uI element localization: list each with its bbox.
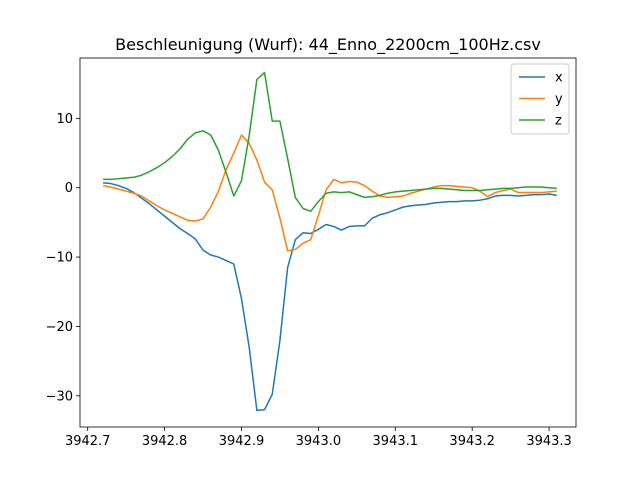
plot-area <box>102 71 557 412</box>
series-line-x <box>103 182 557 412</box>
legend-label-z: z <box>555 114 562 129</box>
x-tick-label: 3943.2 <box>449 434 495 449</box>
legend-label-y: y <box>555 92 563 107</box>
axes: 3942.7 3942.8 3942.9 3943.0 3943.1 3943.2 3943… <box>46 57 577 449</box>
chart-title: Beschleunigung (Wurf): 44_Enno_2200cm_10… <box>115 35 541 55</box>
legend-label-x: x <box>555 71 563 86</box>
legend: xyz <box>510 63 570 135</box>
x-tick-label: 3943.3 <box>526 434 572 449</box>
axes-frame <box>79 57 577 428</box>
series-line-z <box>103 71 557 213</box>
x-tick-label: 3942.7 <box>65 434 111 449</box>
x-tick-label: 3943.0 <box>296 434 342 449</box>
y-tick-label: −30 <box>46 389 73 404</box>
x-tick-label: 3943.1 <box>373 434 419 449</box>
x-tick-label: 3942.9 <box>219 434 265 449</box>
y-tick-label: 10 <box>56 112 73 127</box>
series-line-y <box>102 134 557 252</box>
y-tick-label: −20 <box>46 320 73 335</box>
x-tick-label: 3942.8 <box>142 434 188 449</box>
y-tick-label: −10 <box>46 251 73 266</box>
y-tick-label: 0 <box>65 181 73 196</box>
